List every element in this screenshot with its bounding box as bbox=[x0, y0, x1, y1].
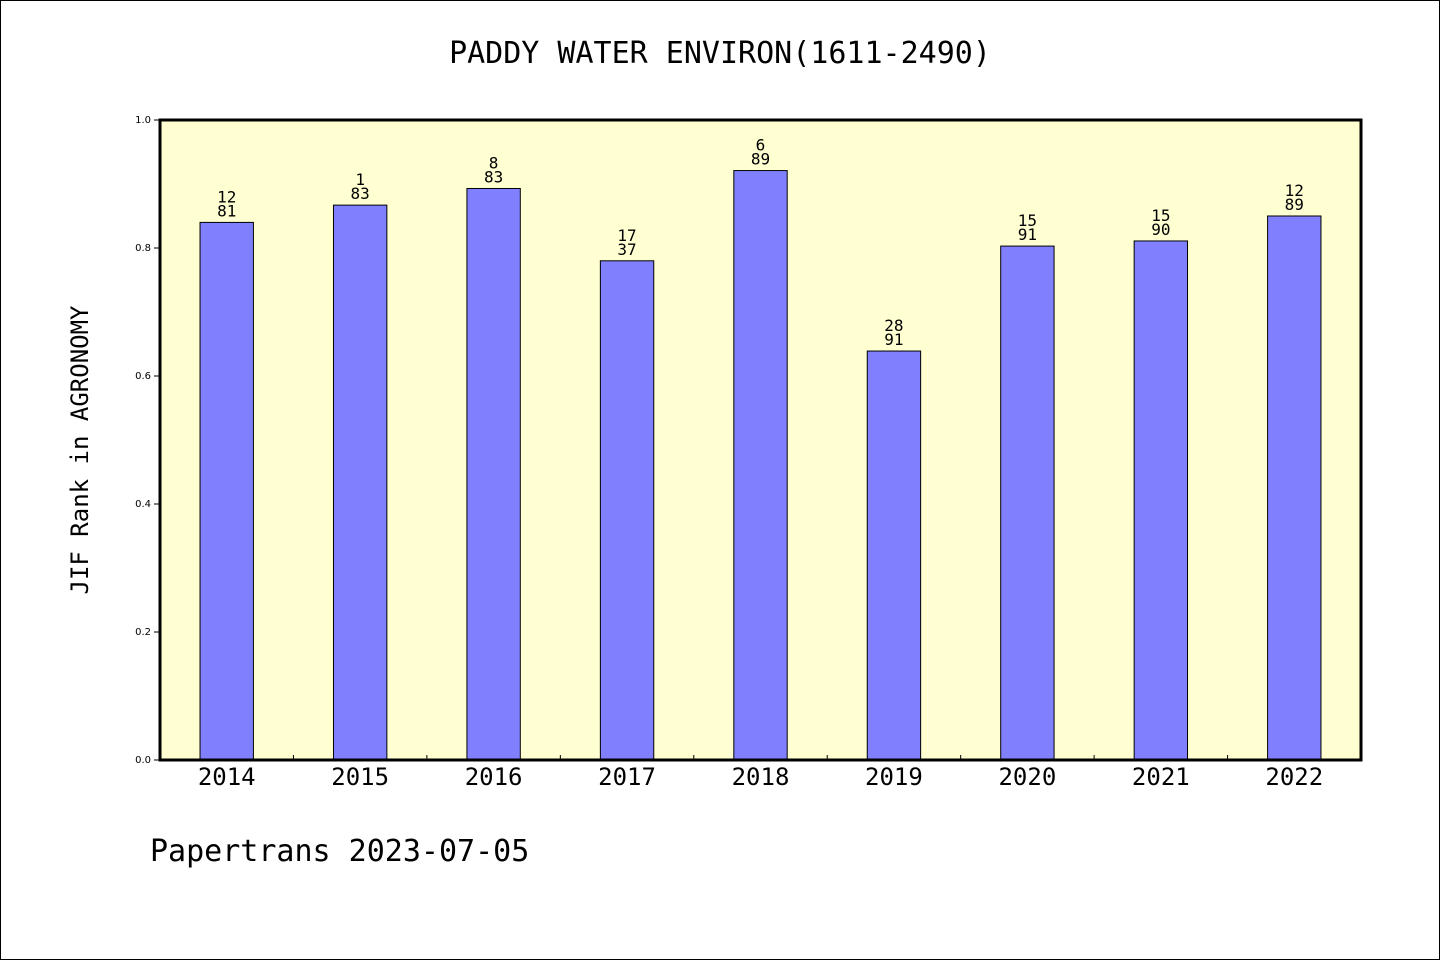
data-label-total: 89 bbox=[1285, 195, 1304, 214]
chart-title: PADDY WATER ENVIRON(1611-2490) bbox=[449, 36, 991, 71]
y-tick-label: 0.6 bbox=[135, 371, 151, 382]
bar bbox=[1133, 240, 1189, 761]
x-tick-label: 2022 bbox=[1265, 763, 1323, 791]
x-tick-label: 2020 bbox=[998, 763, 1056, 791]
x-tick-label: 2014 bbox=[198, 763, 256, 791]
data-label-rank: 28 bbox=[884, 316, 903, 335]
x-tick-label: 2018 bbox=[732, 763, 790, 791]
bar bbox=[866, 350, 922, 761]
bar bbox=[466, 187, 521, 761]
data-label-total: 90 bbox=[1151, 220, 1170, 239]
bar bbox=[199, 221, 254, 761]
data-label-total: 91 bbox=[1018, 225, 1037, 244]
data-label-rank: 1 bbox=[355, 170, 365, 189]
y-tick-label: 1.0 bbox=[135, 115, 151, 126]
data-label-total: 83 bbox=[484, 167, 503, 186]
data-label-rank: 8 bbox=[489, 153, 499, 172]
footer-text: Papertrans 2023-07-05 bbox=[150, 834, 530, 869]
data-label-rank: 17 bbox=[617, 226, 636, 245]
y-tick-label: 0.2 bbox=[135, 627, 151, 638]
bar bbox=[599, 260, 655, 761]
data-label-rank: 12 bbox=[217, 187, 236, 206]
data-label-total: 83 bbox=[351, 184, 370, 203]
x-tick-label: 2019 bbox=[865, 763, 923, 791]
data-label-total: 81 bbox=[217, 201, 236, 220]
x-tick-label: 2015 bbox=[331, 763, 389, 791]
y-tick-label: 0.8 bbox=[135, 243, 151, 254]
x-tick-label: 2016 bbox=[465, 763, 523, 791]
plot-border bbox=[158, 118, 1363, 762]
data-label-rank: 15 bbox=[1151, 206, 1170, 225]
bar bbox=[733, 170, 788, 761]
bar bbox=[1267, 215, 1322, 761]
x-tick-label: 2017 bbox=[598, 763, 656, 791]
x-tick-label: 2021 bbox=[1132, 763, 1190, 791]
data-label-rank: 15 bbox=[1018, 211, 1037, 230]
bar bbox=[1000, 245, 1055, 761]
bar bbox=[332, 204, 388, 761]
data-label-total: 37 bbox=[617, 240, 636, 259]
data-label-rank: 12 bbox=[1285, 181, 1304, 200]
data-label-rank: 6 bbox=[756, 136, 766, 155]
data-label-total: 91 bbox=[884, 330, 903, 349]
y-tick-label: 0.4 bbox=[135, 499, 151, 510]
data-label-total: 89 bbox=[751, 150, 770, 169]
y-tick-label: 0.0 bbox=[135, 755, 151, 766]
